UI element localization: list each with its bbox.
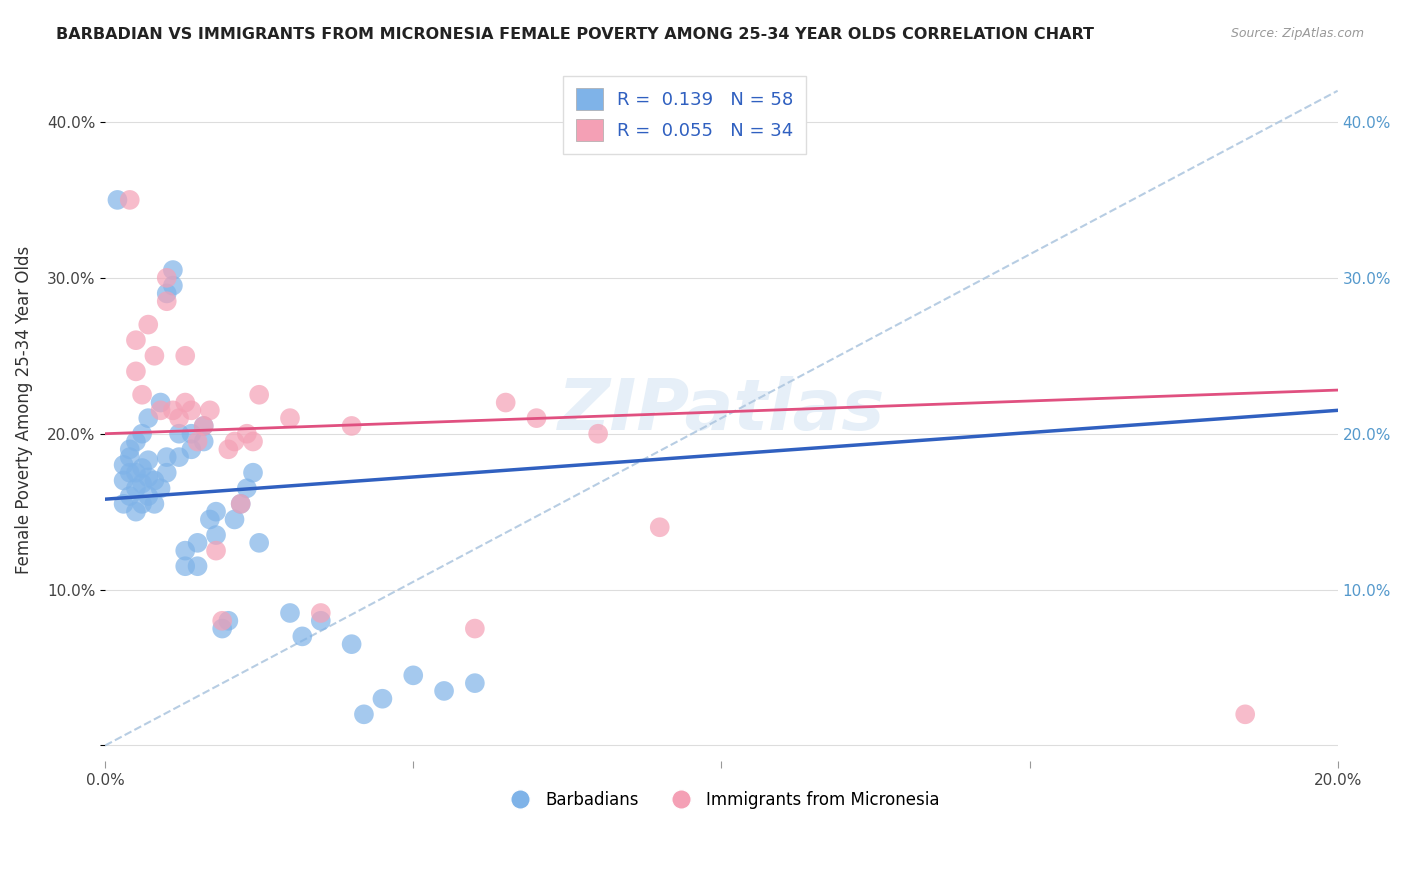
Point bbox=[118, 450, 141, 464]
Point bbox=[136, 489, 159, 503]
Point bbox=[187, 536, 209, 550]
Point bbox=[125, 481, 148, 495]
Point bbox=[131, 426, 153, 441]
Point bbox=[340, 418, 363, 433]
Point bbox=[242, 434, 264, 449]
Point bbox=[205, 505, 228, 519]
Point bbox=[340, 637, 363, 651]
Point bbox=[112, 474, 135, 488]
Point bbox=[229, 497, 252, 511]
Point bbox=[224, 434, 246, 449]
Point bbox=[247, 536, 270, 550]
Point bbox=[309, 606, 332, 620]
Point bbox=[217, 614, 239, 628]
Point bbox=[211, 614, 233, 628]
Point bbox=[193, 434, 215, 449]
Point bbox=[156, 286, 179, 301]
Point bbox=[193, 418, 215, 433]
Point bbox=[125, 434, 148, 449]
Point bbox=[371, 691, 394, 706]
Point bbox=[353, 707, 375, 722]
Point bbox=[526, 411, 548, 425]
Point bbox=[118, 489, 141, 503]
Point bbox=[174, 349, 197, 363]
Point bbox=[1234, 707, 1257, 722]
Point bbox=[433, 684, 456, 698]
Text: Source: ZipAtlas.com: Source: ZipAtlas.com bbox=[1230, 27, 1364, 40]
Text: BARBADIAN VS IMMIGRANTS FROM MICRONESIA FEMALE POVERTY AMONG 25-34 YEAR OLDS COR: BARBADIAN VS IMMIGRANTS FROM MICRONESIA … bbox=[56, 27, 1094, 42]
Point bbox=[174, 395, 197, 409]
Point bbox=[131, 497, 153, 511]
Point bbox=[136, 318, 159, 332]
Point bbox=[131, 388, 153, 402]
Point bbox=[125, 333, 148, 347]
Point bbox=[156, 450, 179, 464]
Point bbox=[167, 411, 190, 425]
Point bbox=[118, 193, 141, 207]
Point bbox=[242, 466, 264, 480]
Point bbox=[136, 470, 159, 484]
Point bbox=[180, 442, 202, 457]
Point bbox=[167, 450, 190, 464]
Point bbox=[180, 403, 202, 417]
Point bbox=[211, 622, 233, 636]
Point bbox=[278, 411, 301, 425]
Point bbox=[464, 622, 486, 636]
Point bbox=[229, 497, 252, 511]
Point bbox=[236, 426, 259, 441]
Point bbox=[402, 668, 425, 682]
Point bbox=[205, 543, 228, 558]
Point bbox=[149, 481, 172, 495]
Point bbox=[136, 411, 159, 425]
Point bbox=[180, 426, 202, 441]
Point bbox=[162, 403, 184, 417]
Point bbox=[198, 512, 221, 526]
Point bbox=[143, 497, 166, 511]
Point bbox=[464, 676, 486, 690]
Point bbox=[118, 466, 141, 480]
Point bbox=[586, 426, 609, 441]
Point bbox=[112, 497, 135, 511]
Point bbox=[112, 458, 135, 472]
Point bbox=[162, 278, 184, 293]
Point bbox=[187, 559, 209, 574]
Point bbox=[125, 466, 148, 480]
Point bbox=[224, 512, 246, 526]
Point bbox=[205, 528, 228, 542]
Point bbox=[247, 388, 270, 402]
Point bbox=[198, 403, 221, 417]
Point bbox=[131, 461, 153, 475]
Point bbox=[125, 364, 148, 378]
Point bbox=[495, 395, 517, 409]
Point bbox=[143, 474, 166, 488]
Point bbox=[193, 418, 215, 433]
Point bbox=[125, 505, 148, 519]
Point bbox=[149, 395, 172, 409]
Point bbox=[136, 453, 159, 467]
Point bbox=[291, 629, 314, 643]
Point bbox=[309, 614, 332, 628]
Point bbox=[131, 476, 153, 491]
Point bbox=[156, 294, 179, 309]
Point bbox=[648, 520, 671, 534]
Point bbox=[236, 481, 259, 495]
Point bbox=[149, 403, 172, 417]
Point bbox=[167, 426, 190, 441]
Point bbox=[187, 434, 209, 449]
Text: ZIPatlas: ZIPatlas bbox=[558, 376, 884, 445]
Point bbox=[156, 466, 179, 480]
Point bbox=[217, 442, 239, 457]
Point bbox=[118, 442, 141, 457]
Y-axis label: Female Poverty Among 25-34 Year Olds: Female Poverty Among 25-34 Year Olds bbox=[15, 246, 32, 574]
Legend: Barbadians, Immigrants from Micronesia: Barbadians, Immigrants from Micronesia bbox=[498, 785, 946, 816]
Point bbox=[174, 559, 197, 574]
Point bbox=[162, 263, 184, 277]
Point bbox=[107, 193, 129, 207]
Point bbox=[143, 349, 166, 363]
Point bbox=[174, 543, 197, 558]
Point bbox=[278, 606, 301, 620]
Point bbox=[156, 270, 179, 285]
